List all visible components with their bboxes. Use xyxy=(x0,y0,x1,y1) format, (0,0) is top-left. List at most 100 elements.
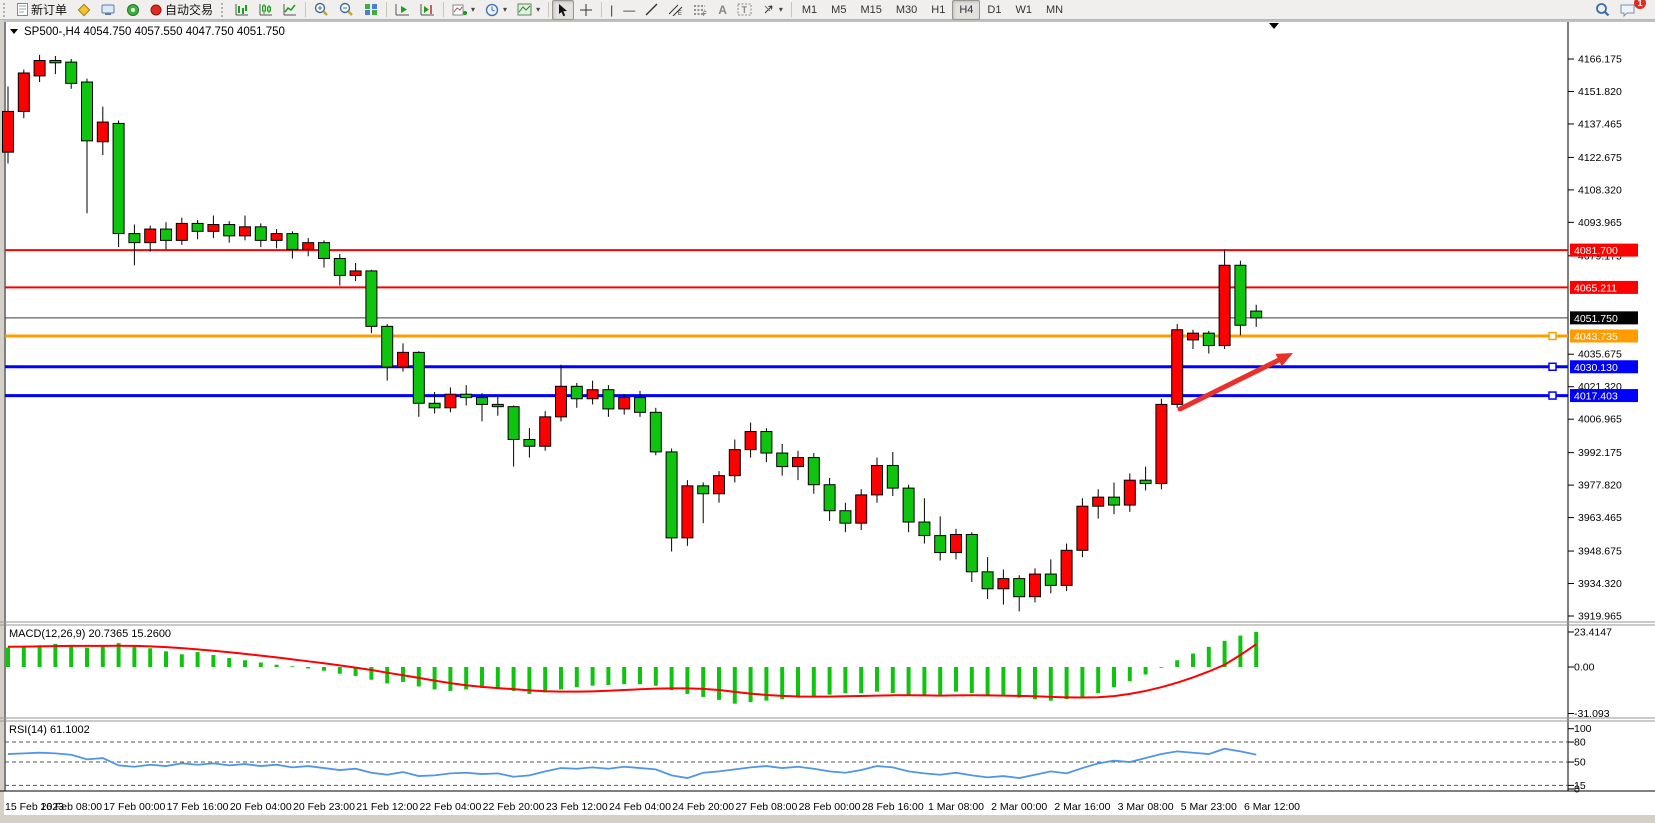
price-tick-label: 3919.965 xyxy=(1578,611,1622,623)
cursor-tool-button[interactable] xyxy=(552,0,575,20)
time-axis-label: 15 Feb 2023 xyxy=(5,801,64,813)
price-tick-label: 4151.820 xyxy=(1578,86,1622,98)
candle-down xyxy=(570,385,583,400)
candle-up xyxy=(728,449,741,477)
candle-up xyxy=(555,385,567,418)
data-window-button[interactable] xyxy=(96,0,121,20)
rsi-tick-label: 50 xyxy=(1574,757,1586,769)
toolbar-grip[interactable] xyxy=(221,2,227,17)
candle-down xyxy=(886,464,899,489)
price-tick-label: 4122.675 xyxy=(1578,152,1622,164)
timeframe-button-w1[interactable]: W1 xyxy=(1015,3,1032,16)
time-axis-label: 2 Mar 00:00 xyxy=(991,801,1047,813)
chevron-down-icon: ▾ xyxy=(503,5,508,14)
annotation-arrow-head[interactable] xyxy=(1275,353,1293,367)
arrows-tool-button[interactable]: ▾ xyxy=(757,0,788,20)
timeframe-button-m30[interactable]: M30 xyxy=(895,3,918,16)
fibonacci-tool-button[interactable]: F xyxy=(688,0,713,20)
timeframe-button-h4[interactable]: H4 xyxy=(952,0,981,20)
candle-up xyxy=(1218,264,1231,347)
new-order-label: 新订单 xyxy=(31,3,68,17)
symbol-dropdown-icon[interactable] xyxy=(10,29,18,34)
zoom-out-button[interactable] xyxy=(334,0,359,20)
hline-handle[interactable] xyxy=(1548,362,1557,372)
vertical-line-icon: | xyxy=(610,2,614,17)
candle-down xyxy=(49,60,62,64)
notifications-button[interactable]: 1 xyxy=(1615,0,1646,20)
timeframe-button-h1[interactable]: H1 xyxy=(931,3,946,16)
hline-price-box xyxy=(1570,389,1638,403)
horizontal-line-tool-button[interactable]: — xyxy=(618,0,640,20)
candle-down xyxy=(934,535,947,554)
crosshair-tool-button[interactable] xyxy=(574,0,598,20)
hline-price-label: 4017.403 xyxy=(1574,391,1618,403)
candle-up xyxy=(618,397,631,410)
text-label-tool-button[interactable]: T xyxy=(732,0,757,20)
time-axis-label: 20 Feb 04:00 xyxy=(230,801,292,813)
vertical-line-tool-button[interactable]: | xyxy=(605,0,618,20)
hline-price-box xyxy=(1570,243,1638,257)
indicators-button[interactable]: ▾ xyxy=(447,0,480,20)
candle-up xyxy=(2,110,14,153)
channel-tool-button[interactable]: E xyxy=(663,0,688,20)
timeframe-button-d1[interactable]: D1 xyxy=(987,3,1002,16)
templates-button[interactable]: ▾ xyxy=(512,0,545,20)
rsi-line xyxy=(7,747,1257,779)
candle-up xyxy=(871,464,883,496)
bar-chart-icon xyxy=(235,3,249,16)
candle-down xyxy=(191,222,204,232)
candle-down xyxy=(223,224,236,237)
timeframe-button-m5[interactable]: M5 xyxy=(831,3,847,16)
rsi-tick-label: 0 xyxy=(1574,784,1580,796)
clock-icon xyxy=(485,3,499,17)
chart-shift-button[interactable] xyxy=(415,0,440,20)
annotation-arrow[interactable] xyxy=(1177,355,1285,412)
price-tick-label: 4108.320 xyxy=(1578,184,1622,196)
search-button[interactable] xyxy=(1590,0,1615,20)
market-watch-icon xyxy=(77,3,91,17)
candle-up xyxy=(207,224,220,232)
candle-down xyxy=(1108,496,1120,506)
scroll-position-marker[interactable] xyxy=(1269,23,1279,29)
timeframe-button-m1[interactable]: M1 xyxy=(801,3,818,16)
candle-down xyxy=(839,510,852,524)
time-axis-label: 22 Feb 04:00 xyxy=(419,801,481,813)
candle-up xyxy=(681,485,694,539)
candle-down xyxy=(1234,264,1247,326)
candle-up xyxy=(950,533,962,554)
candle-down xyxy=(965,533,978,573)
toolbar-grip[interactable] xyxy=(3,2,9,17)
trendline-tool-button[interactable] xyxy=(640,0,663,20)
new-order-button[interactable]: 新订单 xyxy=(12,0,72,20)
candle-up xyxy=(1123,479,1136,506)
market-watch-button[interactable] xyxy=(72,0,96,20)
hline-handle[interactable] xyxy=(1548,391,1557,400)
timeframe-button-mn[interactable]: MN xyxy=(1045,3,1064,16)
chevron-down-icon: ▾ xyxy=(778,5,783,14)
rsi-label: RSI(14) 61.1002 xyxy=(9,724,90,736)
autotrading-button[interactable]: 自动交易 xyxy=(145,0,218,20)
auto-scroll-button[interactable] xyxy=(390,0,415,20)
line-chart-button[interactable] xyxy=(278,0,302,20)
zoom-in-icon xyxy=(314,2,329,17)
timeframe-button-m15[interactable]: M15 xyxy=(860,3,882,16)
candle-down xyxy=(460,393,473,399)
text-tool-button[interactable]: A xyxy=(713,0,732,20)
line-chart-icon xyxy=(283,3,297,16)
signals-button[interactable] xyxy=(121,0,145,20)
price-tick-label: 3992.175 xyxy=(1578,447,1622,459)
price-tick-label: 3963.465 xyxy=(1578,512,1622,524)
price-tick-label: 4137.465 xyxy=(1578,118,1622,130)
bar-chart-button[interactable] xyxy=(230,0,254,20)
candle-down xyxy=(760,431,773,454)
tile-windows-button[interactable] xyxy=(359,0,383,20)
candlestick-chart-button[interactable] xyxy=(254,0,278,20)
candle-up xyxy=(1076,505,1089,551)
candle-up xyxy=(96,121,109,143)
zoom-in-button[interactable] xyxy=(309,0,334,20)
periods-button[interactable]: ▾ xyxy=(480,0,512,20)
hline-handle[interactable] xyxy=(1548,331,1557,341)
candle-down xyxy=(428,402,441,409)
